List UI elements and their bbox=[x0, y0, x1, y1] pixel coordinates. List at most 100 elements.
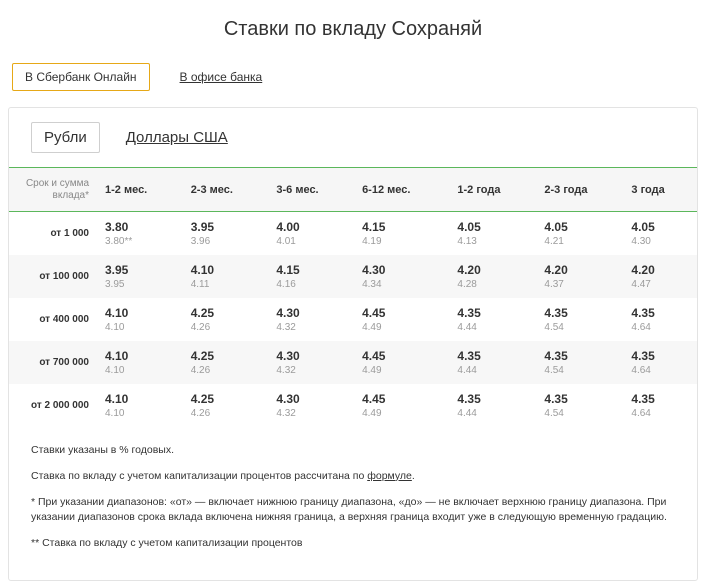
rate-main: 4.05 bbox=[631, 220, 691, 234]
rate-main: 4.35 bbox=[631, 349, 691, 363]
footnote-2: Ставка по вкладу с учетом капитализации … bbox=[31, 469, 675, 485]
rate-sub: 4.19 bbox=[362, 236, 445, 247]
tab-online[interactable]: В Сбербанк Онлайн bbox=[12, 63, 150, 91]
rate-cell: 4.104.10 bbox=[99, 298, 185, 341]
formula-link[interactable]: формуле bbox=[367, 470, 412, 482]
rate-cell: 4.454.49 bbox=[356, 341, 451, 384]
rate-sub: 4.64 bbox=[631, 322, 691, 333]
table-row: от 2 000 000 4.10 4.10 4.25 4.26 4.30 4.32 4.45… bbox=[9, 384, 697, 427]
rate-sub: 4.13 bbox=[457, 236, 532, 247]
rate-sub: 4.32 bbox=[276, 322, 350, 333]
rate-cell: 3.80 3.80** bbox=[99, 212, 185, 256]
rate-sub: 4.26 bbox=[191, 365, 265, 376]
rate-main: 4.05 bbox=[457, 220, 532, 234]
rate-sub: 4.64 bbox=[631, 365, 691, 376]
rate-main: 4.20 bbox=[544, 263, 619, 277]
rate-main: 4.35 bbox=[544, 392, 619, 406]
rate-main: 4.10 bbox=[105, 349, 179, 363]
rate-main: 4.35 bbox=[544, 306, 619, 320]
footnote-4: ** Ставка по вкладу с учетом капитализац… bbox=[31, 536, 675, 552]
rate-main: 3.95 bbox=[105, 263, 179, 277]
rate-cell: 4.054.21 bbox=[538, 212, 625, 256]
footnote-3: * При указании диапазонов: «от» — включа… bbox=[31, 495, 675, 527]
table-row: от 700 0004.104.104.254.264.304.324.454.… bbox=[9, 341, 697, 384]
row-label: от 2 000 000 bbox=[9, 384, 99, 427]
rate-sub: 4.01 bbox=[276, 236, 350, 247]
rate-cell: 4.15 4.19 bbox=[356, 212, 451, 256]
rate-sub: 4.47 bbox=[631, 279, 691, 290]
rate-sub: 4.26 bbox=[191, 408, 265, 419]
rate-cell: 4.454.49 bbox=[356, 384, 451, 427]
rate-main: 4.20 bbox=[457, 263, 532, 277]
rate-main: 3.95 bbox=[191, 220, 265, 234]
rate-main: 4.35 bbox=[457, 392, 532, 406]
rate-sub: 4.44 bbox=[457, 408, 532, 419]
rate-cell: 4.15 4.16 bbox=[270, 255, 356, 298]
rate-sub: 3.80** bbox=[105, 236, 179, 247]
rate-sub: 4.49 bbox=[362, 322, 445, 333]
rate-sub: 4.54 bbox=[544, 365, 619, 376]
rate-sub: 4.10 bbox=[105, 408, 179, 419]
rate-main: 4.35 bbox=[544, 349, 619, 363]
rate-main: 4.30 bbox=[276, 349, 350, 363]
header-label-line2: вклада* bbox=[53, 190, 89, 201]
rate-main: 4.45 bbox=[362, 392, 445, 406]
rate-sub: 4.10 bbox=[105, 322, 179, 333]
table-row: от 400 0004.104.104.254.264.304.324.454.… bbox=[9, 298, 697, 341]
rate-cell: 4.00 4.01 bbox=[270, 212, 356, 256]
col-header: 2-3 года bbox=[538, 168, 625, 212]
rate-sub: 4.44 bbox=[457, 322, 532, 333]
col-header: 3-6 мес. bbox=[270, 168, 356, 212]
rate-sub: 4.64 bbox=[631, 408, 691, 419]
rate-cell: 4.30 4.32 bbox=[270, 384, 356, 427]
footnotes: Ставки указаны в % годовых. Ставка по вк… bbox=[9, 427, 697, 566]
rate-cell: 4.354.54 bbox=[538, 384, 625, 427]
rate-main: 4.45 bbox=[362, 349, 445, 363]
rate-main: 3.80 bbox=[105, 220, 179, 234]
rate-main: 4.35 bbox=[457, 306, 532, 320]
page-title: Ставки по вкладу Сохраняй bbox=[0, 0, 706, 63]
rate-main: 4.30 bbox=[362, 263, 445, 277]
rate-sub: 4.11 bbox=[191, 279, 265, 290]
rate-cell: 4.35 4.64 bbox=[625, 341, 697, 384]
rate-sub: 4.30 bbox=[631, 236, 691, 247]
tab-currency-usd[interactable]: Доллары США bbox=[114, 123, 240, 152]
rate-sub: 4.16 bbox=[276, 279, 350, 290]
rate-sub: 4.32 bbox=[276, 408, 350, 419]
rate-main: 4.35 bbox=[631, 392, 691, 406]
rate-main: 4.00 bbox=[276, 220, 350, 234]
rate-main: 4.35 bbox=[631, 306, 691, 320]
col-header: 1-2 мес. bbox=[99, 168, 185, 212]
tab-currency-rub[interactable]: Рубли bbox=[31, 122, 100, 153]
footnote-1: Ставки указаны в % годовых. bbox=[31, 443, 675, 459]
rate-cell: 4.254.26 bbox=[185, 341, 271, 384]
rate-main: 4.20 bbox=[631, 263, 691, 277]
rate-cell: 4.304.32 bbox=[270, 298, 356, 341]
row-label: от 1 000 bbox=[9, 212, 99, 256]
rate-main: 4.15 bbox=[276, 263, 350, 277]
rates-table: Срок и сумма вклада* 1-2 мес. 2-3 мес. 3… bbox=[9, 167, 697, 427]
rates-panel: Рубли Доллары США Срок и сумма вклада* 1… bbox=[8, 107, 698, 581]
rate-main: 4.30 bbox=[276, 392, 350, 406]
currency-tabs: Рубли Доллары США bbox=[9, 122, 697, 167]
rate-cell: 4.454.49 bbox=[356, 298, 451, 341]
rate-cell: 4.35 4.64 bbox=[625, 384, 697, 427]
rate-main: 4.15 bbox=[362, 220, 445, 234]
footnote-2-tail: . bbox=[412, 470, 415, 482]
rate-sub: 4.44 bbox=[457, 365, 532, 376]
rate-main: 4.25 bbox=[191, 392, 265, 406]
tab-office[interactable]: В офисе банка bbox=[168, 64, 275, 90]
header-label-line1: Срок и сумма bbox=[26, 178, 89, 189]
rate-cell: 4.10 4.11 bbox=[185, 255, 271, 298]
rate-sub: 3.95 bbox=[105, 279, 179, 290]
rate-main: 4.35 bbox=[457, 349, 532, 363]
col-header: 2-3 мес. bbox=[185, 168, 271, 212]
rate-main: 4.10 bbox=[191, 263, 265, 277]
rate-sub: 4.54 bbox=[544, 322, 619, 333]
rate-sub: 4.37 bbox=[544, 279, 619, 290]
rate-main: 4.10 bbox=[105, 392, 179, 406]
rate-sub: 4.21 bbox=[544, 236, 619, 247]
col-header: 6-12 мес. bbox=[356, 168, 451, 212]
rate-cell: 4.05 4.30 bbox=[625, 212, 697, 256]
row-label: от 400 000 bbox=[9, 298, 99, 341]
